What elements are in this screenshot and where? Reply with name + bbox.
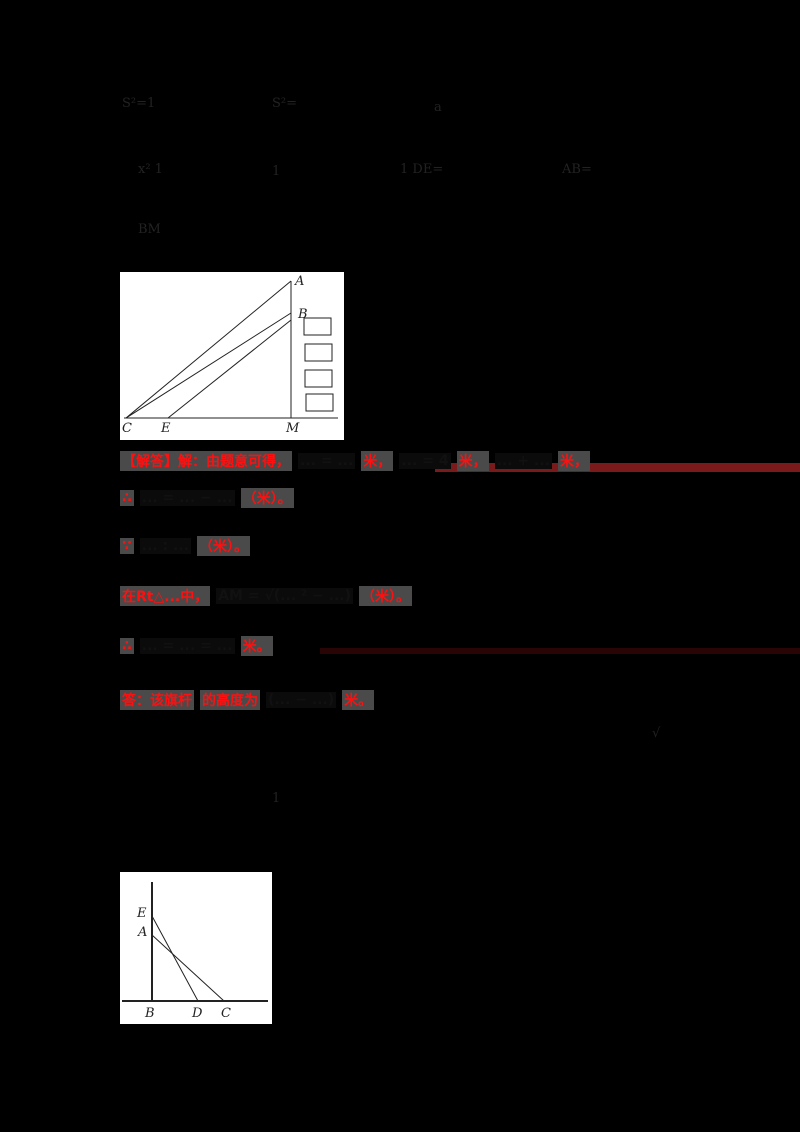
answer-mid: 的高度为 — [200, 690, 260, 710]
because-symbol: ∵ — [120, 538, 134, 554]
formula-s2-a: S²=1 — [122, 96, 156, 111]
solution-expr-6: AM = √(... ² − ...) — [216, 588, 353, 604]
unit-1: 米， — [361, 451, 394, 471]
highlight-rule-2 — [320, 648, 800, 654]
stray-glyph-2: 1 — [272, 791, 281, 806]
figure-ladder-diagram: E A B D C — [120, 872, 272, 1024]
formula-x2: x² 1 — [138, 162, 163, 177]
unit-7: 米。 — [240, 636, 273, 656]
formula-a: a — [434, 100, 442, 115]
formula-one: 1 — [272, 164, 281, 179]
solution-line-2: ∴ ... = ... − ... （米）。 — [120, 488, 294, 508]
solution-answer: 答：该旗杆 的高度为 (... − ...) 米。 — [120, 690, 375, 710]
geometry-figure-2: E A B D C — [122, 882, 268, 1021]
highlight-rule — [435, 463, 800, 472]
solution-expr-2: ... = 4 — [399, 453, 451, 469]
formula-s2-b: S²= — [272, 96, 298, 111]
solution-expr-3: ... + ... — [494, 453, 552, 469]
solution-line-1: 【解答】解：由题意可得， ... = ... 米， ... = 4 米， ...… — [120, 451, 590, 471]
answer-formula: (... − ...) — [266, 692, 337, 708]
label-a2: A — [137, 925, 147, 940]
unit-6: （米）。 — [358, 586, 412, 606]
unit-5: （米）。 — [197, 536, 251, 556]
formula-de: 1 DE= — [400, 162, 444, 177]
label-b: B — [297, 307, 308, 322]
label-d2: D — [191, 1006, 203, 1021]
unit-3: 米， — [557, 451, 590, 471]
stray-glyph-1: √ — [652, 726, 661, 741]
solution-heading: 【解答】解：由题意可得， — [120, 451, 292, 471]
solution-line-5: ∴ ... = ... = ... 米。 — [120, 636, 273, 656]
therefore-symbol: ∴ — [120, 490, 134, 506]
label-c2: C — [221, 1006, 231, 1021]
unit-4: （米）。 — [240, 488, 294, 508]
therefore-symbol-2: ∴ — [120, 638, 134, 654]
label-c: C — [122, 421, 132, 436]
triangle-prefix: 在Rt△...中， — [120, 586, 211, 606]
formula-bm: BM — [138, 222, 161, 237]
solution-line-3: ∵ ... : ... （米）。 — [120, 536, 251, 556]
solution-expr-1: ... = ... — [298, 453, 356, 469]
formula-ab: AB= — [562, 162, 592, 177]
solution-expr-4: ... = ... − ... — [139, 490, 235, 506]
solution-expr-5: ... : ... — [139, 538, 192, 554]
label-m: M — [285, 421, 300, 436]
solution-expr-7: ... = ... = ... — [139, 638, 235, 654]
solution-line-4: 在Rt△...中， AM = √(... ² − ...) （米）。 — [120, 586, 412, 606]
figure-flagpole-diagram: A B C E M — [120, 272, 344, 440]
label-a: A — [294, 274, 304, 289]
geometry-figure-1: A B C E M — [122, 274, 338, 436]
unit-2: 米， — [456, 451, 489, 471]
answer-unit: 米。 — [342, 690, 375, 710]
label-e2: E — [136, 906, 147, 921]
label-b2: B — [144, 1006, 155, 1021]
label-e: E — [160, 421, 171, 436]
answer-head: 答：该旗杆 — [120, 690, 194, 710]
